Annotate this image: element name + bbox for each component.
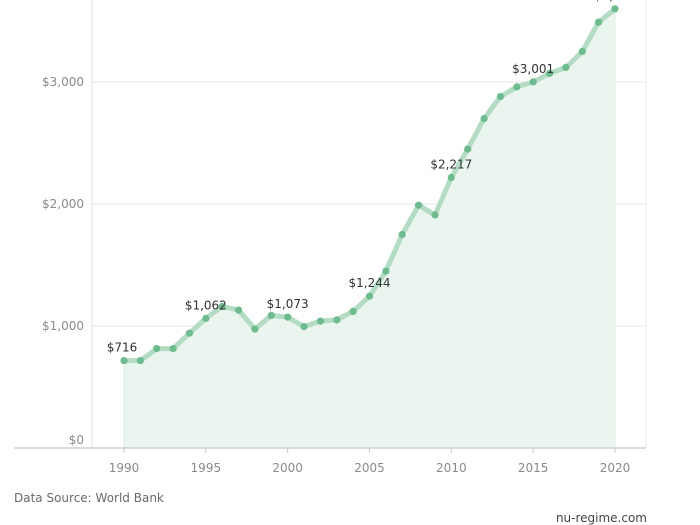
x-tick-label-0: 1990 bbox=[109, 461, 140, 475]
data-point-1990[interactable] bbox=[120, 357, 128, 365]
data-point-1996[interactable] bbox=[218, 302, 226, 311]
data-point-2018[interactable] bbox=[578, 47, 586, 56]
data-label-2020: $3,612 bbox=[594, 0, 636, 3]
x-tick-label-3: 2005 bbox=[354, 461, 385, 475]
data-point-2002[interactable] bbox=[316, 317, 324, 325]
data-point-2016[interactable] bbox=[545, 69, 554, 78]
series-points bbox=[120, 5, 619, 365]
y-tick-label-2: $2,000 bbox=[42, 197, 84, 211]
data-labels: $716 $1,062 $1,073 $1,244 $2,217 $3,001 $3,612 bbox=[107, 0, 636, 355]
data-point-2005[interactable] bbox=[365, 292, 374, 300]
data-label-2010: $2,217 bbox=[430, 158, 472, 172]
y-tick-label-3: $3,000 bbox=[42, 75, 84, 89]
data-label-1990: $716 bbox=[107, 341, 138, 355]
data-point-2013[interactable] bbox=[496, 93, 504, 101]
x-tick-labels: 1990 1995 2000 2005 2010 2015 2020 bbox=[109, 461, 631, 475]
data-point-2000[interactable] bbox=[284, 313, 292, 321]
axes bbox=[14, 0, 647, 453]
data-point-1994[interactable] bbox=[185, 329, 194, 337]
x-tick-label-4: 2010 bbox=[436, 461, 467, 475]
y-tick-label-1: $1,000 bbox=[42, 319, 84, 333]
x-tick-label-5: 2015 bbox=[518, 461, 549, 475]
data-point-1998[interactable] bbox=[251, 325, 259, 333]
data-point-2003[interactable] bbox=[333, 316, 341, 324]
data-point-2001[interactable] bbox=[300, 323, 308, 331]
data-point-1992[interactable] bbox=[153, 345, 161, 353]
data-point-2019[interactable] bbox=[595, 18, 603, 26]
data-point-1995[interactable] bbox=[202, 314, 210, 322]
data-point-1997[interactable] bbox=[235, 306, 243, 314]
data-point-2008[interactable] bbox=[415, 201, 423, 209]
y-tick-label-0: $0 bbox=[69, 433, 84, 447]
data-point-2011[interactable] bbox=[464, 145, 472, 153]
data-point-2009[interactable] bbox=[431, 211, 439, 219]
data-label-2005: $1,244 bbox=[349, 276, 391, 290]
data-point-2015[interactable] bbox=[529, 78, 537, 86]
data-label-2000: $1,073 bbox=[267, 297, 309, 311]
data-label-2015: $3,001 bbox=[512, 62, 554, 76]
data-point-2006[interactable] bbox=[382, 267, 390, 275]
x-tick-label-6: 2020 bbox=[600, 461, 631, 475]
x-tick-label-1: 1995 bbox=[191, 461, 222, 475]
data-point-2004[interactable] bbox=[349, 307, 357, 315]
y-tick-labels: $0 $1,000 $2,000 $3,000 bbox=[42, 75, 84, 447]
area-polygon bbox=[124, 8, 615, 449]
x-tick-label-2: 2000 bbox=[272, 461, 303, 475]
data-source-note: Data Source: World Bank bbox=[14, 491, 164, 505]
data-point-1991[interactable] bbox=[136, 357, 144, 365]
data-point-2017[interactable] bbox=[562, 63, 570, 71]
data-point-2014[interactable] bbox=[513, 83, 521, 91]
data-point-2010[interactable] bbox=[447, 173, 455, 182]
brand-link[interactable]: nu-regime.com bbox=[555, 511, 647, 525]
data-point-2012[interactable] bbox=[480, 115, 488, 123]
data-point-1993[interactable] bbox=[169, 345, 177, 353]
data-label-1995: $1,062 bbox=[185, 298, 227, 312]
data-point-2007[interactable] bbox=[398, 230, 406, 239]
area-fill bbox=[123, 8, 616, 449]
data-point-1999[interactable] bbox=[267, 311, 275, 319]
data-point-2020[interactable] bbox=[611, 5, 619, 13]
